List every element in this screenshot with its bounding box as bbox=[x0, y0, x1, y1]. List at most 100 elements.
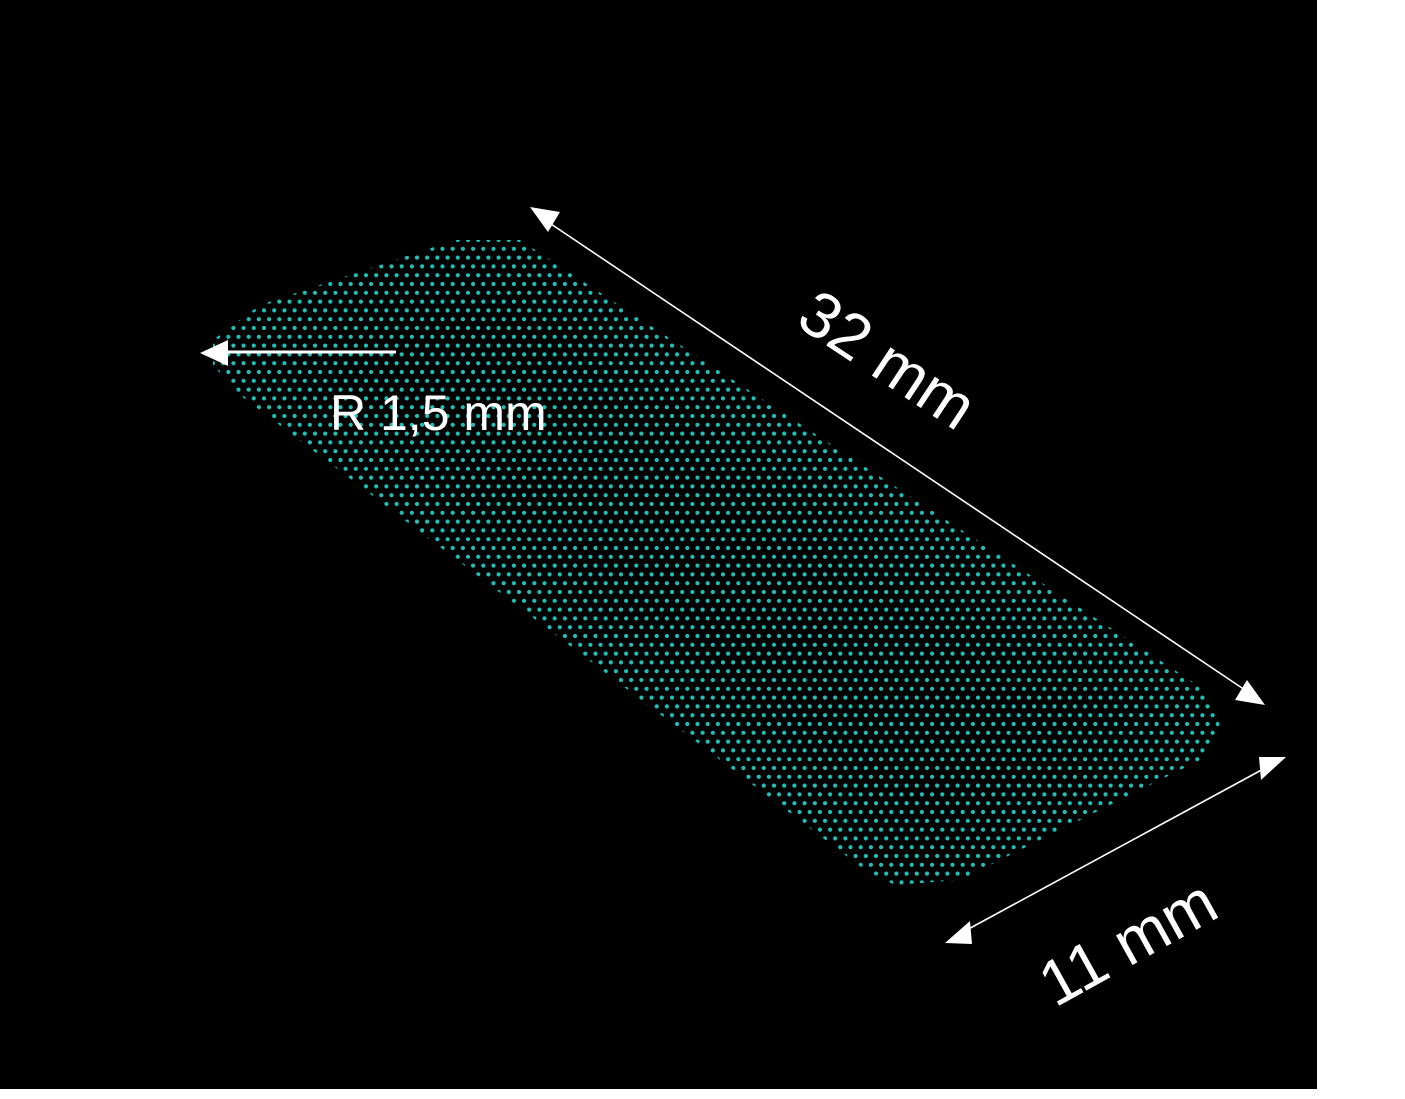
plate-dot bbox=[909, 264, 914, 269]
plate-dot bbox=[833, 554, 838, 559]
plate-dot bbox=[562, 475, 568, 480]
plate-dot bbox=[904, 642, 909, 647]
plate-dot bbox=[506, 325, 511, 331]
plate-dot bbox=[1021, 299, 1026, 304]
plate-dot bbox=[353, 431, 358, 436]
plate-dot bbox=[1088, 537, 1093, 542]
plate-dot bbox=[567, 396, 573, 401]
plate-dot bbox=[328, 475, 333, 480]
plate-dot bbox=[567, 642, 573, 647]
plate-dot bbox=[216, 616, 221, 621]
plate-dot bbox=[231, 554, 236, 559]
plate-dot bbox=[343, 572, 348, 577]
plate-dot bbox=[348, 651, 353, 656]
plate-dot bbox=[675, 281, 680, 287]
plate-dot bbox=[251, 431, 256, 436]
plate-dot bbox=[1210, 501, 1215, 507]
plate-dot bbox=[919, 510, 925, 515]
plate-dot bbox=[557, 642, 562, 647]
plate-dot bbox=[649, 519, 654, 524]
plate-dot bbox=[338, 299, 343, 304]
plate-dot bbox=[1220, 625, 1222, 630]
plate-dot bbox=[369, 475, 374, 480]
plate-dot bbox=[792, 290, 797, 295]
plate-dot bbox=[675, 581, 680, 586]
plate-dot bbox=[700, 273, 705, 278]
plate-dot bbox=[1169, 378, 1174, 383]
plate-dot bbox=[343, 484, 348, 489]
plate-dot bbox=[1159, 378, 1164, 383]
plate-dot bbox=[226, 669, 231, 674]
plate-dot bbox=[272, 554, 277, 559]
plate-dot bbox=[629, 537, 634, 542]
plate-dot bbox=[1134, 493, 1139, 498]
plate-dot bbox=[216, 281, 221, 287]
plate-dot bbox=[802, 396, 807, 401]
plate-dot bbox=[1062, 475, 1067, 480]
plate-dot bbox=[807, 475, 812, 480]
plate-dot bbox=[297, 651, 302, 656]
plate-dot bbox=[1083, 405, 1088, 410]
plate-dot bbox=[608, 466, 613, 471]
plate-dot bbox=[292, 396, 297, 401]
plate-dot bbox=[1174, 317, 1179, 322]
plate-dot bbox=[537, 413, 542, 419]
plate-dot bbox=[868, 669, 874, 674]
plate-dot bbox=[246, 299, 251, 304]
plate-dot bbox=[741, 537, 746, 542]
plate-dot bbox=[1052, 405, 1057, 410]
plate-dot bbox=[516, 325, 522, 331]
plate-dot bbox=[1088, 554, 1093, 559]
plate-dot bbox=[573, 598, 578, 603]
plate-dot bbox=[1149, 589, 1154, 595]
plate-dot bbox=[889, 563, 894, 568]
plate-dot bbox=[960, 510, 965, 515]
plate-dot bbox=[1042, 405, 1047, 410]
plate-dot bbox=[777, 598, 782, 603]
plate-dot bbox=[379, 581, 384, 586]
plate-dot bbox=[486, 378, 491, 383]
plate-dot bbox=[726, 528, 731, 533]
plate-dot bbox=[634, 669, 639, 674]
plate-dot bbox=[654, 493, 659, 498]
plate-dot bbox=[450, 581, 455, 586]
plate-dot bbox=[1215, 510, 1220, 515]
plate-dot bbox=[863, 607, 868, 612]
plate-dot bbox=[761, 572, 766, 577]
plate-dot bbox=[363, 240, 369, 243]
plate-dot bbox=[318, 334, 323, 339]
plate-dot bbox=[930, 598, 935, 603]
plate-dot bbox=[1026, 378, 1032, 383]
plate-dot bbox=[843, 255, 848, 260]
plate-dot bbox=[363, 660, 369, 665]
plate-dot bbox=[323, 255, 328, 260]
plate-dot bbox=[741, 396, 746, 401]
plate-dot bbox=[1072, 475, 1077, 480]
plate-dot bbox=[425, 396, 430, 401]
plate-dot bbox=[1113, 616, 1118, 621]
plate-dot bbox=[659, 589, 664, 595]
plate-dot bbox=[1134, 246, 1139, 251]
plate-dot bbox=[557, 396, 562, 401]
plate-dot bbox=[1103, 475, 1108, 480]
plate-dot bbox=[853, 642, 858, 647]
plate-dot bbox=[363, 537, 369, 542]
plate-dot bbox=[766, 264, 772, 269]
plate-dot bbox=[404, 240, 409, 243]
plate-dot bbox=[348, 545, 353, 551]
plate-dot bbox=[353, 466, 358, 471]
plate-dot bbox=[537, 396, 542, 401]
plate-dot bbox=[1006, 325, 1011, 331]
plate-dot bbox=[460, 352, 465, 357]
plate-dot bbox=[1169, 501, 1174, 507]
plate-dot bbox=[930, 651, 935, 656]
plate-dot bbox=[267, 581, 272, 586]
plate-dot bbox=[1042, 422, 1047, 427]
plate-dot bbox=[251, 413, 256, 419]
plate-dot bbox=[873, 290, 879, 295]
plate-dot bbox=[338, 545, 343, 551]
plate-dot bbox=[1179, 607, 1185, 612]
plate-dot bbox=[909, 563, 914, 568]
plate-dot bbox=[700, 660, 705, 665]
plate-dot bbox=[226, 633, 231, 639]
